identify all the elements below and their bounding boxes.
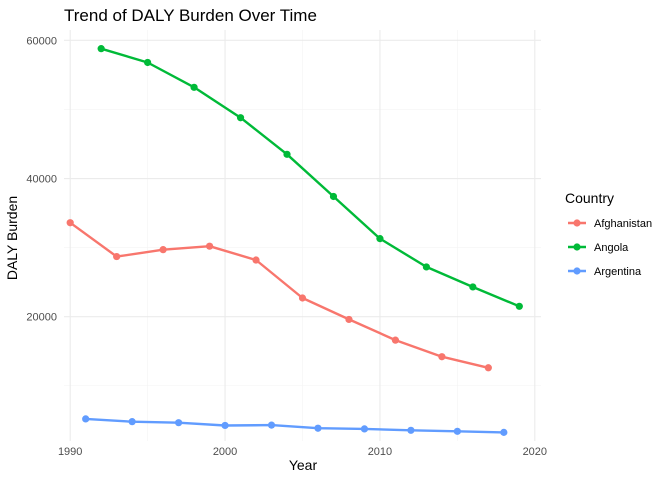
legend-label: Afghanistan: [594, 218, 652, 230]
x-tick-label: 2020: [523, 446, 547, 458]
x-axis-title: Year: [289, 457, 318, 473]
data-point-argentina: [500, 428, 508, 436]
legend-key-point: [573, 219, 581, 227]
data-point-argentina: [82, 415, 90, 423]
legend-item-argentina: Argentina: [568, 266, 642, 278]
data-point-argentina: [221, 421, 229, 430]
data-point-angola: [515, 302, 523, 310]
y-axis-title: DALY Burden: [4, 196, 20, 280]
legend-title: Country: [565, 190, 614, 206]
data-point-argentina: [407, 426, 415, 434]
series-line-argentina: [84, 417, 505, 434]
legend: Country Afghanistan Angola Argentina: [565, 190, 652, 278]
data-point-afghanistan: [66, 219, 74, 227]
legend-label: Argentina: [594, 266, 642, 278]
data-point-angola: [376, 235, 384, 243]
data-point-afghanistan: [205, 242, 214, 250]
y-axis-ticks: 20000 40000 60000: [26, 35, 57, 323]
data-point-argentina: [128, 418, 136, 426]
data-point-argentina: [267, 421, 276, 429]
data-point-angola: [190, 83, 198, 91]
data-point-argentina: [175, 419, 183, 427]
data-point-afghanistan: [159, 246, 167, 254]
legend-item-afghanistan: Afghanistan: [568, 218, 652, 230]
legend-key-point: [573, 243, 581, 251]
legend-items: Afghanistan Angola Argentina: [568, 218, 652, 278]
data-point-afghanistan: [391, 336, 400, 344]
data-point-angola: [144, 58, 152, 67]
x-axis-ticks: 1990 2000 2010 2020: [58, 446, 547, 458]
series-line-angola: [99, 47, 521, 308]
series-points: [66, 45, 523, 436]
data-point-afghanistan: [113, 252, 121, 261]
y-tick-label: 60000: [26, 35, 57, 47]
data-point-angola: [469, 283, 477, 291]
legend-item-angola: Angola: [568, 242, 629, 254]
data-point-afghanistan: [345, 315, 353, 324]
data-point-afghanistan: [484, 364, 492, 372]
data-point-angola: [422, 263, 430, 271]
data-point-argentina: [453, 427, 461, 435]
data-point-angola: [97, 45, 105, 53]
gridlines: [64, 30, 541, 441]
data-point-afghanistan: [252, 256, 260, 264]
data-point-argentina: [360, 425, 369, 433]
y-tick-label: 40000: [26, 174, 57, 186]
data-point-afghanistan: [438, 353, 446, 361]
x-tick-label: 1990: [58, 446, 82, 458]
chart-title: Trend of DALY Burden Over Time: [64, 6, 317, 25]
legend-key-point: [573, 267, 581, 275]
x-tick-label: 2010: [368, 446, 392, 458]
data-point-argentina: [314, 424, 322, 432]
data-point-angola: [329, 192, 338, 201]
series-line-afghanistan: [68, 221, 490, 369]
data-point-angola: [236, 114, 245, 122]
y-tick-label: 20000: [26, 312, 57, 324]
data-point-afghanistan: [298, 294, 307, 302]
x-tick-label: 2000: [213, 446, 237, 458]
data-point-angola: [283, 150, 291, 158]
series-lines: [68, 47, 521, 434]
legend-label: Angola: [594, 242, 629, 254]
